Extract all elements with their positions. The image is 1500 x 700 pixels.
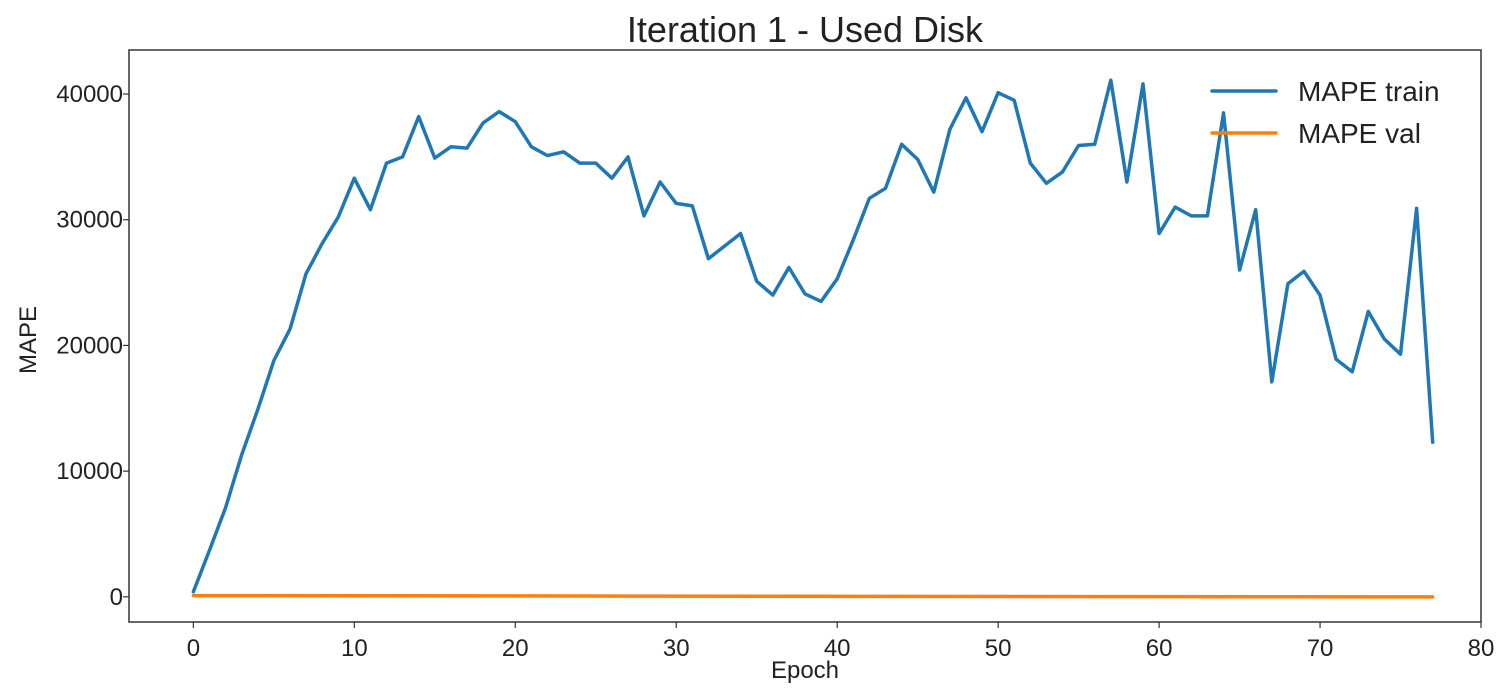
x-tick-group: 0 10 20 30 40 50 60 70 80 xyxy=(187,622,1495,662)
legend-label: MAPE val xyxy=(1298,118,1421,149)
x-tick-label: 80 xyxy=(1468,635,1495,662)
plot-frame xyxy=(128,49,1482,623)
y-tick-label: 40000 xyxy=(56,81,123,108)
x-tick-label: 70 xyxy=(1307,635,1334,662)
x-tick-label: 0 xyxy=(187,635,200,662)
x-tick-label: 10 xyxy=(341,635,368,662)
series-group xyxy=(191,78,1435,599)
legend: MAPE train MAPE val xyxy=(1210,76,1440,149)
x-tick-label: 20 xyxy=(502,635,529,662)
series-line-mape-val xyxy=(191,593,1435,599)
x-tick-label: 40 xyxy=(824,635,851,662)
chart-title: Iteration 1 - Used Disk xyxy=(627,9,984,50)
x-tick-label: 30 xyxy=(663,635,690,662)
x-axis-label: Epoch xyxy=(771,657,839,684)
y-tick-label: 30000 xyxy=(56,207,123,234)
x-tick-label: 50 xyxy=(985,635,1012,662)
y-tick-group: 0 10000 20000 30000 40000 xyxy=(56,81,129,611)
legend-label: MAPE train xyxy=(1298,76,1440,107)
y-tick-label: 20000 xyxy=(56,332,123,359)
y-tick-label: 0 xyxy=(110,584,123,611)
x-tick-label: 60 xyxy=(1146,635,1173,662)
y-tick-label: 10000 xyxy=(56,458,123,485)
y-axis-label: MAPE xyxy=(15,306,42,374)
series-line-mape-train xyxy=(191,78,1435,594)
